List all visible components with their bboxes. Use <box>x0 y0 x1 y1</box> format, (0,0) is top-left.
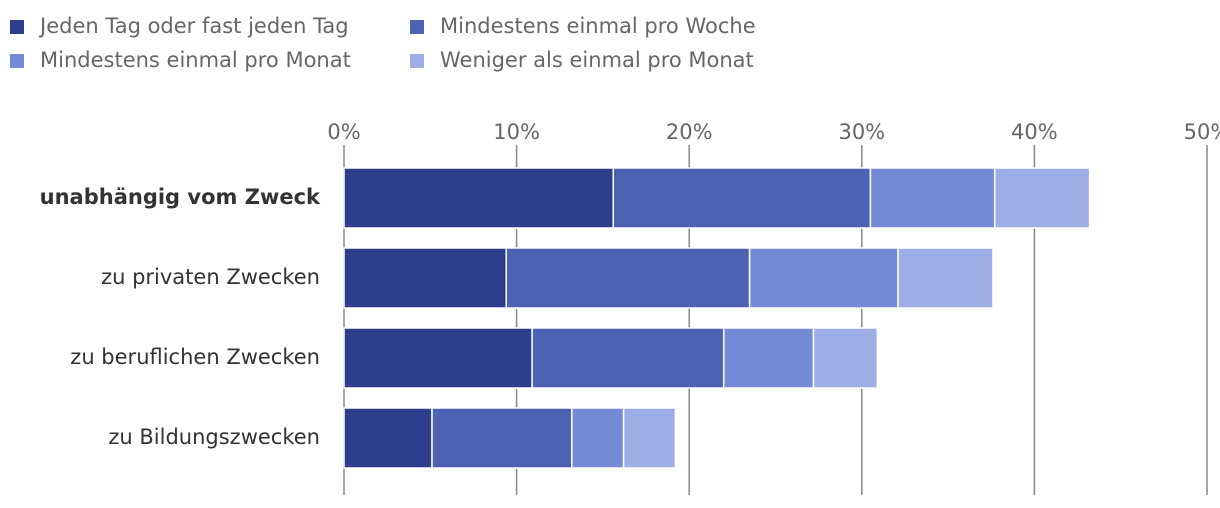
bar-segment <box>612 167 872 229</box>
bar-segment <box>622 407 677 469</box>
category-label: zu Bildungszwecken <box>108 425 320 449</box>
bar-segment <box>812 327 879 389</box>
category-label: zu privaten Zwecken <box>101 265 320 289</box>
legend-label: Weniger als einmal pro Monat <box>440 48 754 72</box>
bar-segment <box>343 407 433 469</box>
x-tick-label: 40% <box>1011 120 1058 144</box>
bar-segment <box>869 167 996 229</box>
x-tick-label: 0% <box>327 120 360 144</box>
legend-label: Mindestens einmal pro Monat <box>40 48 351 72</box>
bar-segment <box>748 247 899 309</box>
x-tick-label: 50% <box>1184 120 1220 144</box>
legend-swatch <box>410 54 424 68</box>
bar-segment <box>505 247 751 309</box>
x-tick-label: 20% <box>666 120 713 144</box>
bar-segment <box>722 327 815 389</box>
bar-segment <box>993 167 1091 229</box>
category-label: zu beruflichen Zwecken <box>70 345 320 369</box>
bar-segment <box>431 407 573 469</box>
bar-segment <box>897 247 994 309</box>
bar-segment <box>343 247 507 309</box>
category-label: unabhängig vom Zweck <box>40 185 321 209</box>
bar-segment <box>343 327 533 389</box>
legend-swatch <box>410 20 424 34</box>
x-tick-label: 30% <box>838 120 885 144</box>
legend-label: Mindestens einmal pro Woche <box>440 14 756 38</box>
bar-segment <box>571 407 625 469</box>
legend-swatch <box>10 20 24 34</box>
legend-label: Jeden Tag oder fast jeden Tag <box>38 14 349 38</box>
x-tick-label: 10% <box>493 120 540 144</box>
legend-swatch <box>10 54 24 68</box>
bar-segment <box>531 327 725 389</box>
bar-segment <box>343 167 615 229</box>
